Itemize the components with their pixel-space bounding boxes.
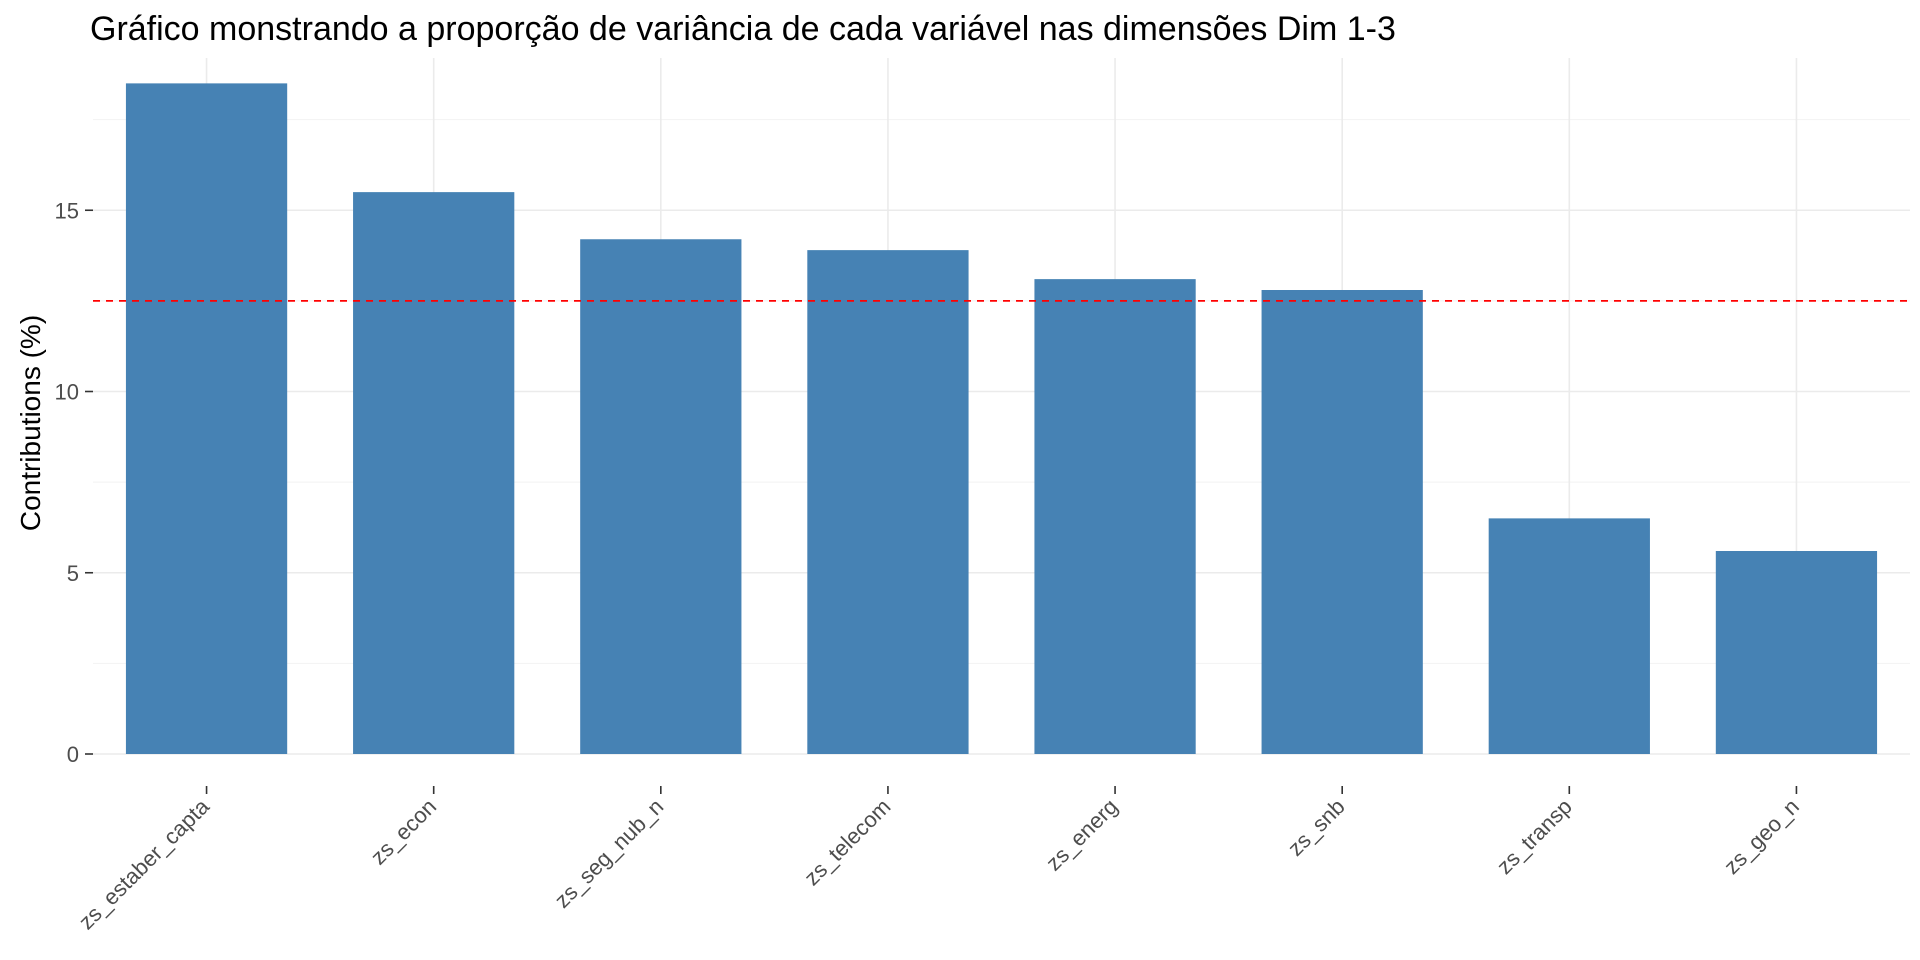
bar-zs_estaber_capta [125, 83, 288, 754]
bars [125, 83, 1878, 754]
bar-zs_transp [1488, 518, 1650, 754]
x-tick-label: zs_transp [1492, 794, 1577, 879]
y-tick-label: 10 [55, 380, 79, 405]
bar-zs_geo_n [1715, 551, 1878, 754]
x-tick-label: zs_snb [1283, 794, 1350, 861]
x-tick-label: zs_geo_n [1719, 794, 1804, 879]
bar-zs_econ [353, 192, 515, 754]
bar-zs_energ [1034, 279, 1196, 754]
x-tick-label: zs_seg_nub_n [549, 794, 668, 913]
y-axis-title: Contributions (%) [15, 315, 46, 531]
y-tick-label: 0 [67, 742, 79, 767]
x-tick-label: zs_telecom [799, 794, 895, 890]
x-tick-label: zs_estaber_capta [74, 793, 215, 934]
bar-zs_seg_nub_n [580, 239, 742, 754]
bar-zs_telecom [807, 250, 969, 754]
x-tick-label: zs_energ [1041, 794, 1123, 876]
y-tick-label: 5 [67, 561, 79, 586]
bar-zs_snb [1261, 290, 1423, 754]
y-tick-label: 15 [55, 198, 79, 223]
x-tick-label: zs_econ [366, 794, 442, 870]
chart-title: Gráfico monstrando a proporção de variân… [90, 10, 1396, 48]
